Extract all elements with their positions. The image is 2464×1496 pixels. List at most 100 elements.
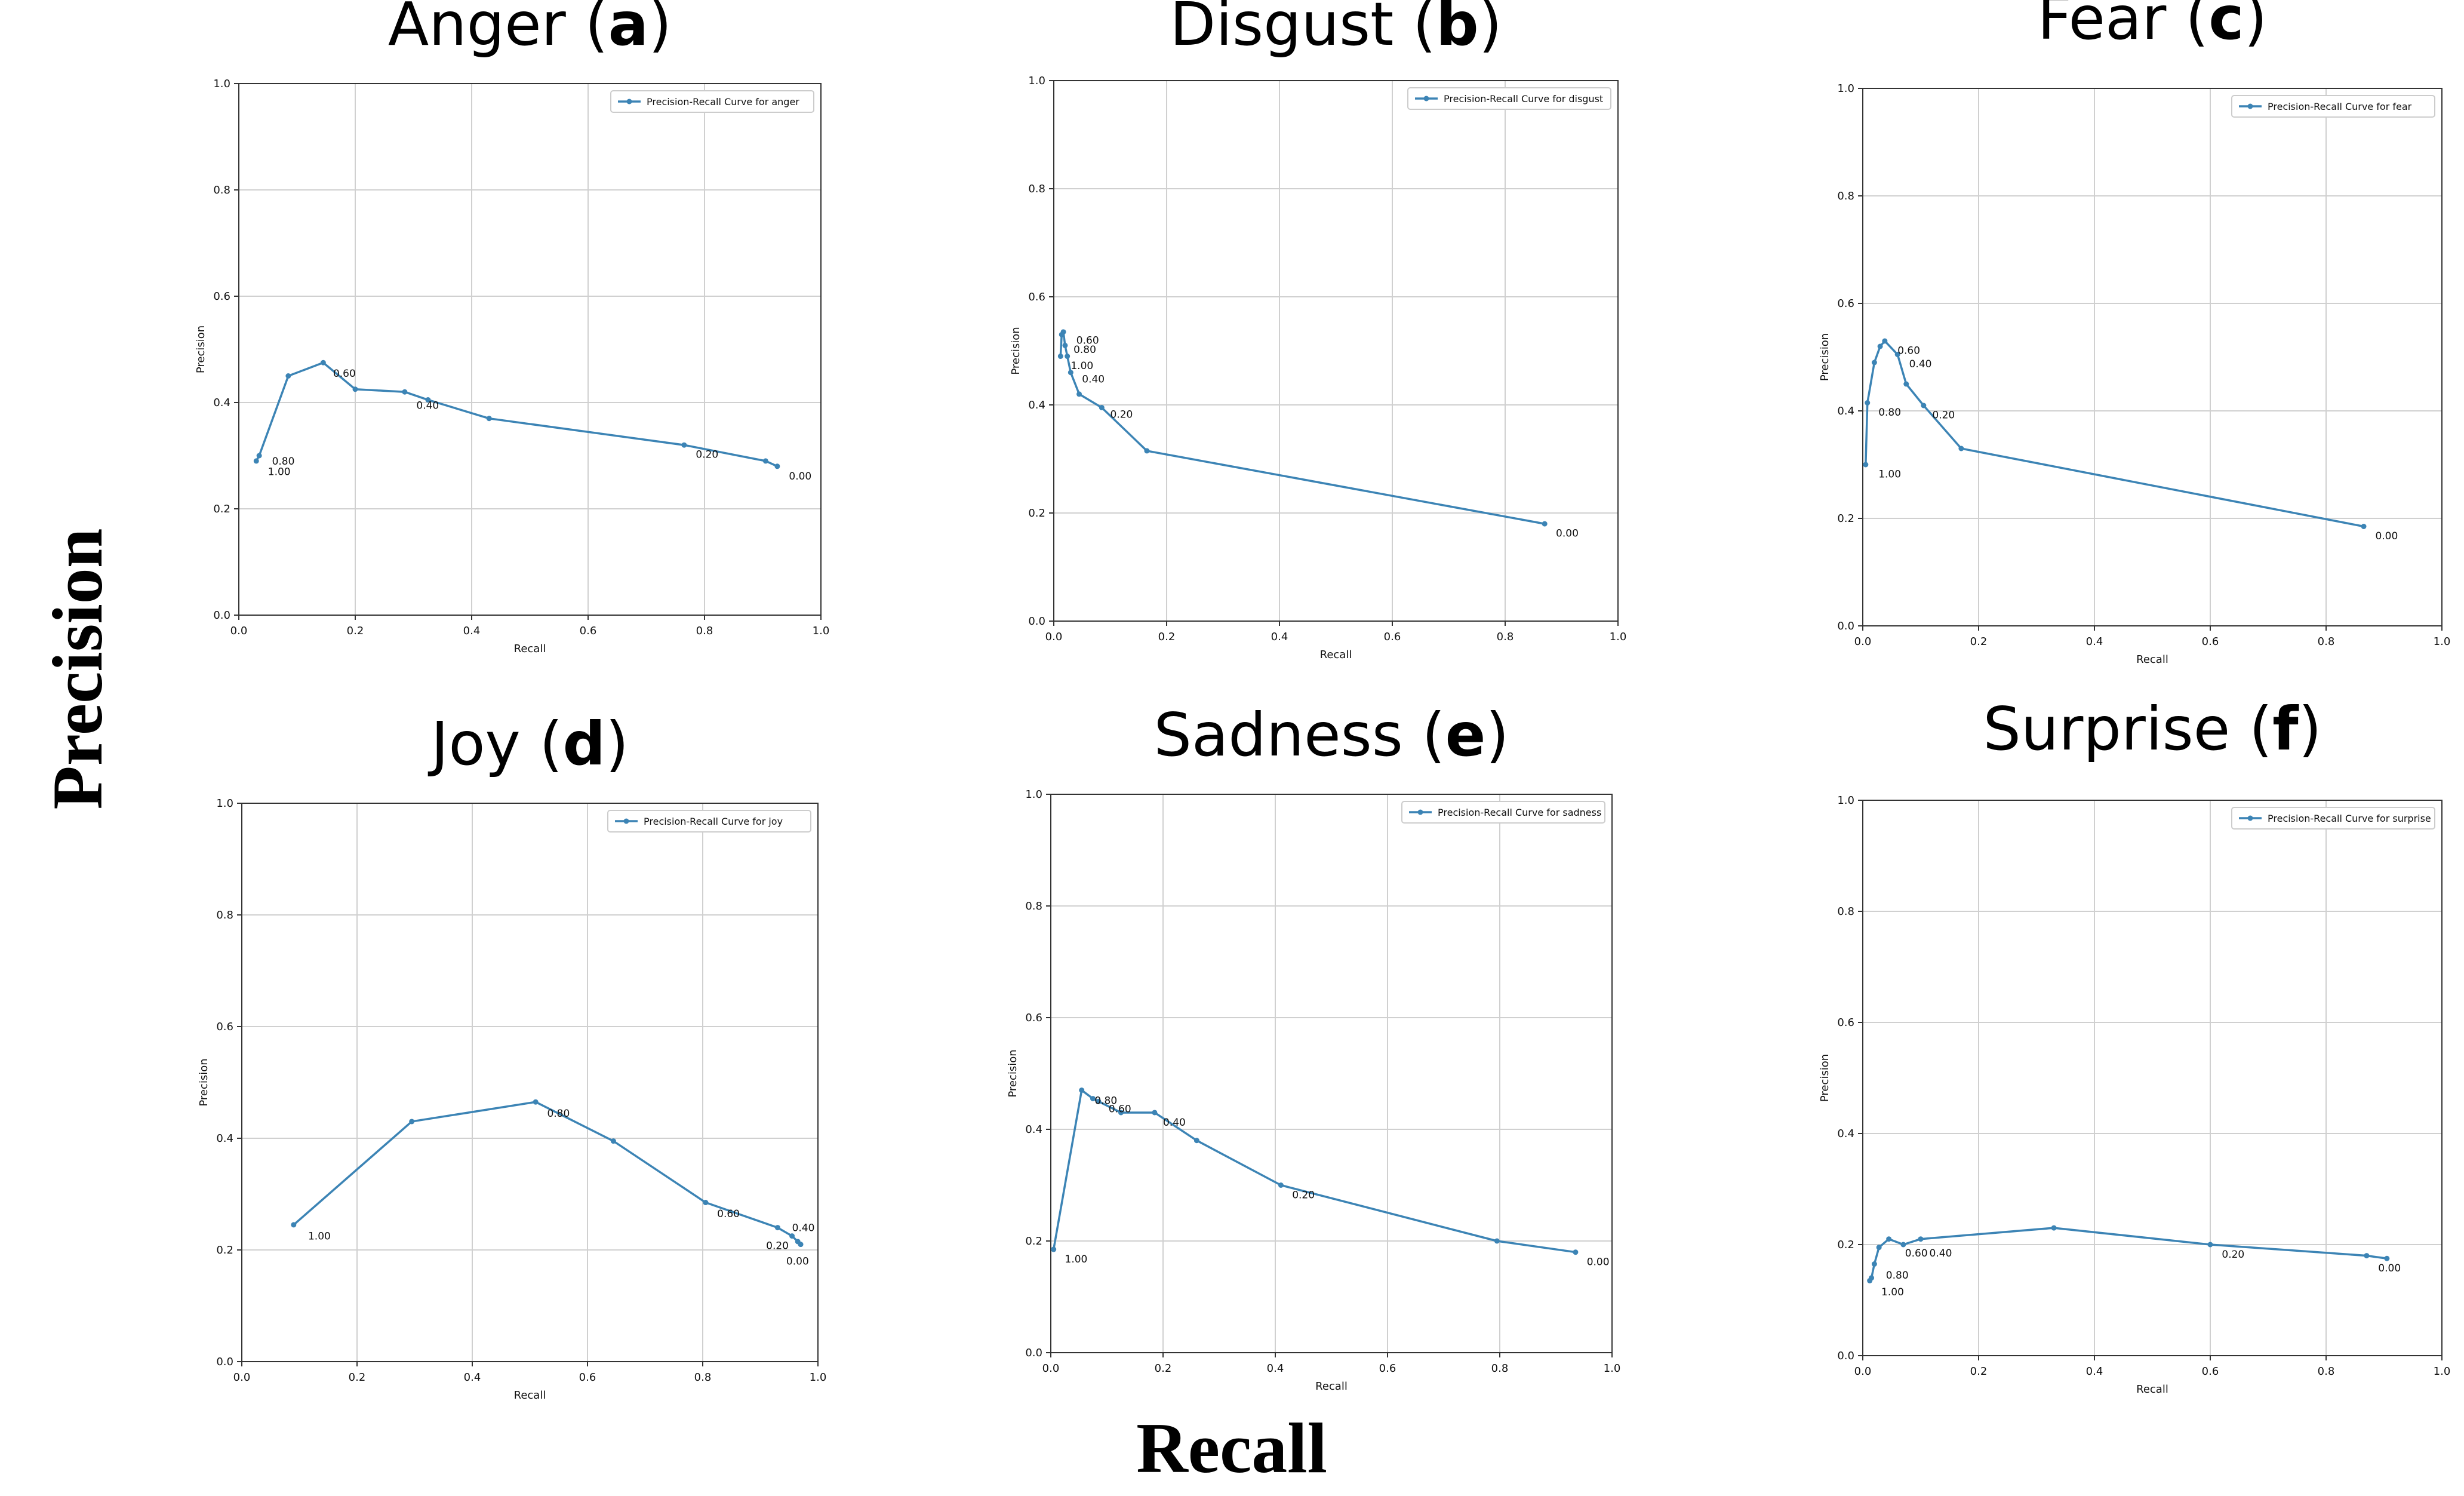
threshold-label: 0.40 [1082, 374, 1105, 386]
data-point [486, 416, 492, 422]
x-axis-label: Recall [514, 643, 546, 655]
legend-box [1407, 87, 1611, 110]
data-point [1876, 1245, 1882, 1251]
x-tick-label: 0.0 [230, 625, 248, 637]
data-point [1869, 1275, 1875, 1281]
data-point [1079, 1088, 1085, 1093]
y-tick-label: 0.0 [1837, 620, 1854, 632]
threshold-label: 1.00 [1878, 468, 1901, 480]
chart-title-name: Disgust ( [1170, 0, 1436, 59]
x-tick-label: 0.6 [1379, 1362, 1396, 1375]
chart-title-name: Anger ( [388, 0, 608, 59]
chart-panel-a: Anger (a)0.0 0.2 0.4 0.6 0.8 1.00.00.20.40.60… [195, 0, 829, 655]
x-tick-label: 0.2 [1155, 1362, 1172, 1375]
y-tick-label: 0.4 [1837, 1128, 1854, 1140]
threshold-label: 0.40 [1909, 358, 1932, 370]
y-tick-label: 0.2 [213, 503, 230, 515]
y-tick-label: 0.6 [1837, 297, 1854, 310]
data-point [798, 1242, 804, 1248]
data-point [762, 458, 768, 464]
y-tick-label: 0.2 [216, 1244, 233, 1257]
y-tick-label: 0.8 [1837, 905, 1854, 918]
data-point [1871, 360, 1877, 365]
y-tick-label: 0.8 [216, 909, 233, 921]
legend-marker [2247, 815, 2253, 821]
data-point [256, 453, 262, 459]
y-tick-label: 0.6 [213, 290, 230, 303]
chart-title-name: Surprise ( [1983, 694, 2272, 764]
data-point [291, 1222, 297, 1228]
threshold-label: 0.00 [1587, 1257, 1610, 1268]
x-tick-label: 0.2 [1158, 631, 1176, 643]
legend-marker [1417, 809, 1423, 815]
legend-marker [626, 99, 632, 105]
data-point [1096, 1098, 1102, 1104]
y-axis-label: Precision [198, 1058, 210, 1106]
chart-title-letter: d [563, 709, 606, 779]
x-tick-label: 1.0 [810, 1371, 827, 1384]
data-point [1542, 521, 1548, 527]
x-tick-label: 0.8 [1491, 1362, 1509, 1375]
data-point [1076, 391, 1082, 397]
threshold-label: 0.00 [1556, 527, 1579, 539]
y-tick-label: 0.2 [1025, 1235, 1042, 1248]
legend-label: Precision-Recall Curve for joy [644, 816, 783, 827]
x-axis-label: Recall [1315, 1380, 1348, 1393]
threshold-label: 0.60 [1905, 1248, 1928, 1260]
x-tick-label: 1.0 [1610, 631, 1627, 643]
x-tick-label: 0.4 [464, 1371, 481, 1384]
x-tick-label: 0.4 [2086, 635, 2103, 648]
threshold-label: 0.80 [272, 456, 295, 468]
series-line [1059, 331, 1545, 525]
legend-label: Precision-Recall Curve for sadness [1438, 807, 1601, 818]
data-point [1051, 1246, 1057, 1252]
y-axis-label: Precision [1819, 1054, 1831, 1102]
x-tick-label: 0.8 [2318, 1365, 2335, 1378]
threshold-label: 0.60 [1897, 345, 1920, 357]
figure-x-label: Recall [1136, 1408, 1327, 1488]
y-tick-label: 0.6 [216, 1021, 233, 1033]
y-tick-label: 1.0 [1837, 82, 1854, 95]
y-tick-label: 0.6 [1028, 291, 1045, 303]
chart-title: Sadness (e) [1154, 700, 1509, 770]
data-point [320, 360, 326, 365]
threshold-label: 0.80 [1073, 344, 1096, 356]
chart-title-close: ) [1479, 0, 1502, 59]
data-point [1900, 1242, 1906, 1248]
plot-frame [1050, 794, 1613, 1353]
legend-box [2231, 95, 2435, 118]
threshold-label: 0.80 [1886, 1270, 1909, 1282]
x-axis-label: Recall [2136, 653, 2168, 666]
chart-panel-f: Surprise (f)0.0 0.2 0.4 0.6 0.8 1.00.00.20.40… [1819, 694, 2450, 1396]
legend-box [1401, 801, 1605, 824]
x-tick-label: 0.0 [233, 1371, 251, 1384]
y-axis-label: Precision [1819, 333, 1831, 381]
data-point [1573, 1249, 1579, 1255]
figure-y-label: Precision [38, 528, 117, 810]
x-tick-label: 0.6 [1384, 631, 1401, 643]
x-tick-label: 0.4 [463, 625, 481, 637]
x-tick-label: 0.4 [1271, 631, 1288, 643]
y-tick-label: 1.0 [213, 78, 230, 90]
x-tick-label: 0.0 [1854, 1365, 1872, 1378]
data-point [1871, 1261, 1877, 1267]
x-tick-label: 0.6 [2202, 635, 2219, 648]
data-point [1152, 1110, 1158, 1116]
threshold-label: 0.20 [1932, 409, 1955, 421]
data-point [1068, 370, 1073, 376]
data-point [2364, 1253, 2370, 1259]
threshold-label: 0.40 [792, 1222, 815, 1234]
threshold-label: 0.00 [2378, 1262, 2401, 1274]
x-tick-label: 0.0 [1042, 1362, 1060, 1375]
chart-title-letter: f [2272, 694, 2299, 764]
threshold-label: 0.00 [789, 471, 811, 483]
data-point [789, 1233, 795, 1239]
threshold-label: 0.00 [2375, 530, 2398, 542]
data-point [352, 386, 358, 392]
data-point [1090, 1096, 1096, 1102]
threshold-label: 1.00 [1881, 1286, 1904, 1298]
data-point [774, 463, 780, 469]
x-tick-label: 1.0 [2434, 1365, 2451, 1378]
y-tick-label: 0.0 [1025, 1347, 1042, 1359]
y-tick-label: 0.8 [1025, 900, 1042, 913]
